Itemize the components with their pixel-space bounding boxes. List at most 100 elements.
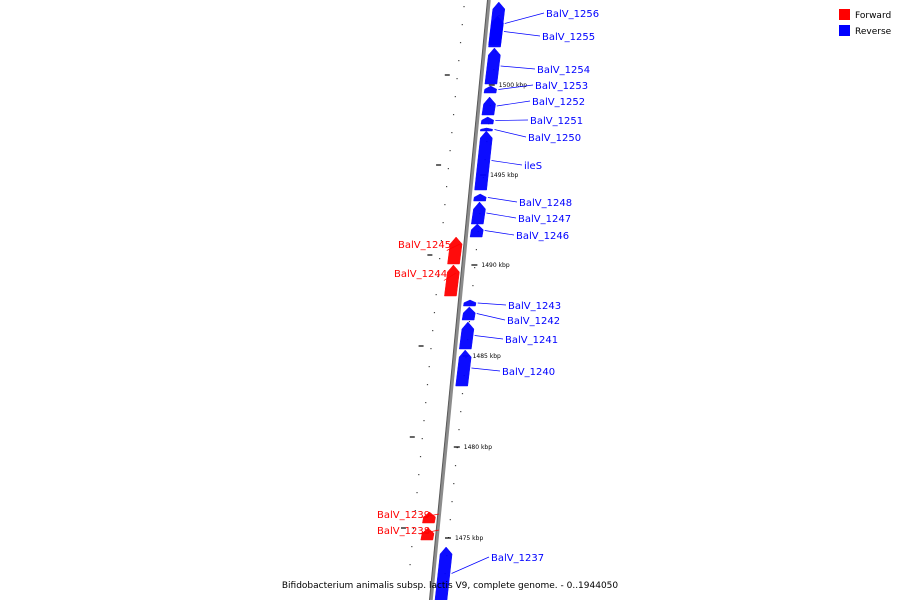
leader-line-balv_1246 xyxy=(484,230,515,236)
minor-tick xyxy=(447,168,449,170)
tick-label: 1500 kbp xyxy=(499,82,527,89)
gene-feature-balv_1245[interactable] xyxy=(447,236,463,265)
gene-label-balv_1245[interactable]: BalV_1245 xyxy=(398,240,451,251)
genome-backbone xyxy=(429,0,491,600)
minor-tick xyxy=(433,312,436,314)
gene-label-balv_1250[interactable]: BalV_1250 xyxy=(528,133,581,144)
minor-tick xyxy=(446,186,448,188)
legend-reverse-label: Reverse xyxy=(855,27,892,37)
leader-line-balv_1252 xyxy=(496,100,531,107)
minor-tick xyxy=(414,510,416,512)
leader-line-balv_1241 xyxy=(474,335,504,340)
gene-label-balv_1237[interactable]: BalV_1237 xyxy=(491,553,544,564)
gene-label-balv_1247[interactable]: BalV_1247 xyxy=(518,214,571,225)
gene-label-balv_1246[interactable]: BalV_1246 xyxy=(516,231,569,242)
minor-tick xyxy=(449,150,451,152)
minor-tick xyxy=(475,249,477,251)
gene-features xyxy=(420,1,506,600)
minor-tick xyxy=(453,483,455,485)
legend-reverse-swatch xyxy=(839,25,850,36)
minor-tick xyxy=(451,501,453,503)
minor-tick xyxy=(426,384,429,386)
gene-label-balv_1241[interactable]: BalV_1241 xyxy=(505,335,558,346)
minor-tick xyxy=(461,24,463,26)
leader-line-balv_1255 xyxy=(503,31,541,37)
gene-feature-iles[interactable] xyxy=(474,130,493,191)
gene-label-balv_1251[interactable]: BalV_1251 xyxy=(530,116,583,127)
gene-feature-balv_1252[interactable] xyxy=(481,96,496,116)
minor-tick xyxy=(428,366,430,368)
minor-tick xyxy=(444,204,446,206)
gene-feature-balv_1243[interactable] xyxy=(463,299,477,307)
gene-label-balv_1248[interactable]: BalV_1248 xyxy=(519,198,572,209)
gene-feature-balv_1241[interactable] xyxy=(459,321,475,350)
minor-tick xyxy=(451,132,453,134)
gene-label-balv_1255[interactable]: BalV_1255 xyxy=(542,32,595,43)
leader-line-balv_1244 xyxy=(443,272,457,281)
gene-label-balv_1239[interactable]: BalV_1239 xyxy=(377,510,430,521)
gene-feature-balv_1253[interactable] xyxy=(483,85,497,94)
minor-tick xyxy=(456,78,458,80)
minor-tick xyxy=(468,321,471,323)
gene-feature-balv_1251[interactable] xyxy=(480,116,494,125)
minor-tick xyxy=(425,402,427,404)
gene-label-balv_1253[interactable]: BalV_1253 xyxy=(535,81,588,92)
minor-tick xyxy=(440,240,442,242)
gene-feature-balv_1246[interactable] xyxy=(469,223,484,238)
minor-tick xyxy=(419,456,422,458)
minor-tick xyxy=(430,348,432,350)
gene-label-balv_1254[interactable]: BalV_1254 xyxy=(537,65,590,76)
leader-line-balv_1251 xyxy=(495,119,529,121)
gene-label-balv_1240[interactable]: BalV_1240 xyxy=(502,367,555,378)
map-caption: Bifidobacterium animalis subsp. lactis V… xyxy=(282,581,619,591)
gene-feature-balv_1244[interactable] xyxy=(444,264,460,297)
leader-line-balv_1239 xyxy=(420,513,440,518)
leader-line-balv_1237 xyxy=(451,556,490,574)
gene-feature-balv_1248[interactable] xyxy=(473,193,487,202)
leader-line-balv_1242 xyxy=(476,313,506,321)
gene-label-balv_1242[interactable]: BalV_1242 xyxy=(507,316,560,327)
minor-tick xyxy=(439,258,441,260)
gene-label-balv_1256[interactable]: BalV_1256 xyxy=(546,9,599,20)
tick-label: 1485 kbp xyxy=(473,353,501,360)
minor-tick xyxy=(461,393,464,395)
tick-label: 1495 kbp xyxy=(490,172,518,179)
gene-label-balv_1244[interactable]: BalV_1244 xyxy=(394,269,447,280)
leader-line-balv_1245 xyxy=(446,243,461,251)
minor-tick xyxy=(463,6,465,8)
minor-tick xyxy=(432,330,434,332)
gene-feature-balv_1254[interactable] xyxy=(484,47,501,85)
gene-label-balv_1252[interactable]: BalV_1252 xyxy=(532,97,585,108)
minor-tick xyxy=(460,411,462,413)
gene-labels: BalV_1256 BalV_1255 BalV_1254 BalV_1253 BalV… xyxy=(377,9,599,564)
gene-label-iles[interactable]: ileS xyxy=(524,161,542,172)
leader-line-iles xyxy=(491,160,523,166)
minor-tick xyxy=(474,267,476,269)
gene-feature-balv_1250[interactable] xyxy=(480,127,493,132)
leader-line-balv_1238 xyxy=(419,529,440,535)
minor-tick xyxy=(452,114,455,116)
gene-label-balv_1243[interactable]: BalV_1243 xyxy=(508,301,561,312)
legend: Forward Reverse xyxy=(839,9,892,37)
minor-tick xyxy=(459,42,462,44)
gene-label-balv_1238[interactable]: BalV_1238 xyxy=(377,526,430,537)
legend-forward-swatch xyxy=(839,9,850,20)
minor-tick xyxy=(437,276,439,278)
leader-line-balv_1254 xyxy=(500,65,536,70)
minor-tick xyxy=(472,285,474,287)
leader-line-balv_1248 xyxy=(487,197,518,203)
minor-tick xyxy=(421,438,423,440)
minor-tick xyxy=(449,519,451,521)
tick-label: 1490 kbp xyxy=(481,262,509,269)
gene-feature-balv_1237[interactable] xyxy=(434,546,453,600)
legend-forward-label: Forward xyxy=(855,11,891,21)
tick-label: 1480 kbp xyxy=(464,444,492,451)
gene-feature-balv_1238[interactable] xyxy=(420,527,435,541)
gene-feature-balv_1255[interactable] xyxy=(488,15,504,48)
gene-feature-balv_1239[interactable] xyxy=(422,511,436,524)
gene-feature-balv_1240[interactable] xyxy=(455,349,472,387)
gene-feature-balv_1247[interactable] xyxy=(471,201,486,225)
leader-line-balv_1256 xyxy=(504,12,545,24)
gene-feature-balv_1242[interactable] xyxy=(461,306,476,321)
